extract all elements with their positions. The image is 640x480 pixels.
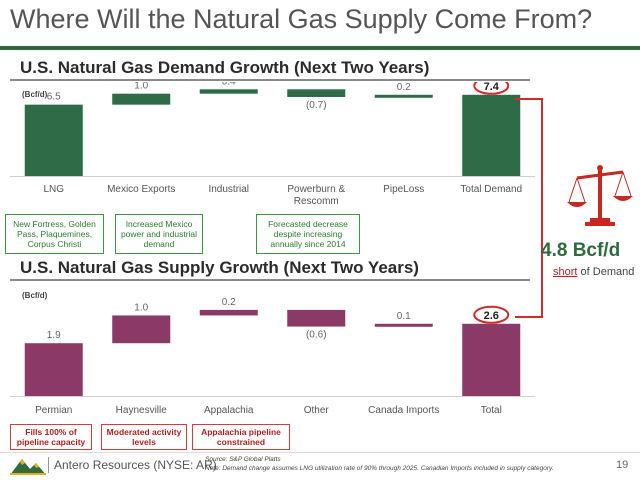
data-label-0: 1.9 [47,330,61,341]
bar-1 [112,93,171,105]
category-label-0: Permian [35,405,72,416]
bar-0 [24,343,83,396]
category-label-2: Industrial [208,184,249,195]
category-label-5: Total [481,405,502,416]
title-divider [0,46,640,50]
data-label-3: (0.6) [306,330,327,341]
demand-callout-powerburn: Forecasted decrease despite increasing a… [256,214,360,254]
shortfall-short-word: short [553,266,578,278]
bar-0 [24,104,83,176]
demand-unit-label: (Bcf/d) [22,90,48,99]
bar-3 [287,89,346,97]
demand-waterfall-chart: 6.5 LNG 1.0 Mexico Exports 0.4 Industrial (0.7… [10,82,535,204]
data-label-4: 0.1 [397,311,411,322]
supply-callout-permian: Fills 100% of pipeline capacity [10,424,92,450]
supply-callout-appalachia: Appalachia pipeline constrained [192,424,290,450]
demand-section-rule [10,79,530,81]
bar-1 [112,315,171,344]
scale-balance-icon [565,162,635,237]
category-label-3: Powerburn & [287,184,345,195]
slide-title: Where Will the Natural Gas Supply Come F… [10,4,593,34]
bar-2 [199,309,258,316]
category-label-3: Rescomm [294,196,339,204]
supply-waterfall-chart: 1.9 Permian 1.0 Haynesville 0.2 Appalachia (0.… [10,297,535,416]
category-label-1: Haynesville [116,405,168,416]
total-highlight-ring [473,305,510,324]
category-label-4: PipeLoss [383,184,424,195]
bar-2 [199,89,258,94]
category-label-5: Total Demand [460,184,522,195]
shortfall-value: 4.8 Bcf/d [541,240,621,261]
bar-4 [374,323,433,327]
data-label-2: 0.2 [222,297,236,308]
demand-section-title: U.S. Natural Gas Demand Growth (Next Two… [20,58,430,77]
footer-divider [0,452,640,453]
category-label-1: Mexico Exports [107,184,175,195]
data-label-3: (0.7) [306,100,327,111]
total-highlight-ring [473,82,510,95]
footer-note: Note: Demand change assumes LNG utilizat… [205,465,554,472]
footer-source: Source: S&P Global Platts [205,456,281,463]
supply-section-rule [10,279,530,281]
data-label-4: 0.2 [397,82,411,93]
shortfall-bracket [515,98,543,318]
data-label-2: 0.4 [222,82,236,87]
category-label-2: Appalachia [204,405,254,416]
category-label-0: LNG [43,184,64,195]
bar-4 [374,94,433,98]
data-label-0: 6.5 [47,92,61,103]
shortfall-caption: short of Demand [553,266,634,278]
bar-5 [462,323,521,396]
data-label-1: 1.0 [134,82,148,92]
category-label-3: Other [304,405,330,416]
bar-5 [462,94,521,176]
bar-3 [287,309,346,327]
footer-company: Antero Resources (NYSE: AR) [54,458,217,472]
footer-separator [48,457,49,473]
shortfall-suffix: of Demand [577,266,635,278]
data-label-5: 7.4 [484,82,500,93]
data-label-5: 2.6 [484,310,499,322]
demand-callout-lng: New Fortress, Golden Pass, Plaquemines, … [5,214,104,254]
page-number: 19 [616,459,629,471]
mountain-logo-icon [10,455,46,480]
supply-callout-haynesville: Moderated activity levels [101,424,187,450]
demand-callout-mexico: Increased Mexico power and industrial de… [115,214,203,254]
supply-section-title: U.S. Natural Gas Supply Growth (Next Two… [20,258,419,277]
supply-unit-label: (Bcf/d) [22,291,48,300]
data-label-1: 1.0 [134,302,148,313]
category-label-4: Canada Imports [368,405,439,416]
